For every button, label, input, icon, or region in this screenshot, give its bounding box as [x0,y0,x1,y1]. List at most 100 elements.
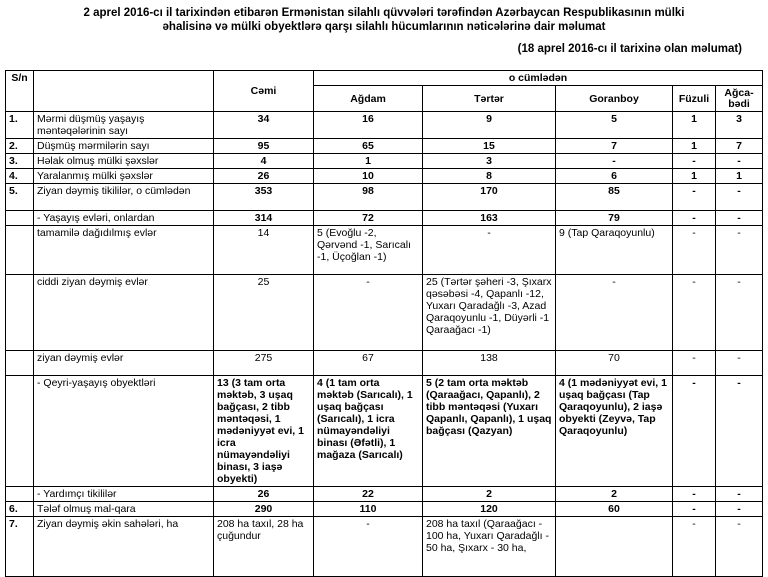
table-row: 1. Mərmi düşmüş yaşayış məntəqələrinin sa… [5,111,764,139]
row-label: - Yardımçı tikililər [33,486,214,502]
table-row: tamamilə dağıdılmış evlər 14 5 (Evoğlu -2,… [5,225,764,275]
cell: - [714,210,764,226]
row-label: Düşmüş mərmilərin sayı [33,138,214,154]
cell: 7 [714,138,764,154]
header-cell [33,70,214,112]
cell: 98 [313,183,423,211]
cell: 25 (Tərtər şəheri -3, Şıxarx qəsəbəsi -4… [422,274,556,351]
header-cell: o cümlədən [312,70,764,86]
cell: 110 [313,501,423,517]
row-label: - Qeyri-yaşayış obyektləri [33,375,214,487]
cell: - [714,153,764,169]
row-number: 2. [5,138,34,154]
cell: 85 [555,183,673,211]
cell: - [714,274,764,351]
cell [555,516,673,577]
cell: 8 [422,168,556,184]
cell: - [672,375,716,487]
table-row: 6. Tələf olmuş mal-qara 290 110 120 60- - [5,501,764,517]
table-row: - Yardımçı tikililər 26 22 2 2- - [5,486,764,502]
header-cell: Goranboy [555,85,673,112]
row-number [5,225,34,275]
cell: - [672,274,716,351]
cell: 290 [213,501,314,517]
cell: 10 [313,168,423,184]
cell: 6 [555,168,673,184]
row-number: 5. [5,183,34,211]
table-row: ziyan dəymiş evlər 275 67 138 70- - [5,350,764,376]
cell: 1 [672,168,716,184]
row-label: Ziyan dəymiş əkin sahələri, ha [33,516,214,577]
cell: 16 [313,111,423,139]
cell: - [313,274,423,351]
cell: - [555,274,673,351]
cell: 95 [213,138,314,154]
cell: 70 [555,350,673,376]
table-row: 3. Həlak olmuş mülki şəxslər 4 1 3- - - [5,153,764,169]
cell: 72 [313,210,423,226]
row-number: 4. [5,168,34,184]
cell: 22 [313,486,423,502]
cell: 1 [714,168,764,184]
row-label: ziyan dəymiş evlər [33,350,214,376]
row-label: ciddi ziyan dəymiş evlər [33,274,214,351]
cell: 65 [313,138,423,154]
cell: 1 [672,138,716,154]
cell: - [672,516,716,577]
table-row: 4. Yaralanmış mülki şəxslər 26 10 8 6 1 1 [5,168,764,184]
cell: - [422,225,556,275]
row-number: 3. [5,153,34,169]
row-number: 7. [5,516,34,577]
cell: 4 (1 mədəniyyət evi, 1 uşaq bağçası (Tap… [555,375,673,487]
cell: 275 [213,350,314,376]
title: 2 aprel 2016-cı il tarixindən etibarən E… [83,7,685,33]
header-cell: Ağdam [313,85,423,112]
cell: 60 [555,501,673,517]
row-label: Mərmi düşmüş yaşayış məntəqələrinin sayı [33,111,214,139]
cell: 34 [213,111,314,139]
table-row: 7. Ziyan dəymiş əkin sahələri, ha 208 ha t… [5,516,764,577]
cell: 9 [422,111,556,139]
row-number [5,486,34,502]
cell: 15 [422,138,556,154]
header-cell: Ağca-bədi [714,85,764,112]
cell: 4 [213,153,314,169]
cell: - [313,516,423,577]
table-row: 2. Düşmüş mərmilərin sayı 95 65 15 7 1 7 [5,138,764,154]
cell: 5 [555,111,673,139]
cell: - [714,486,764,502]
cell: 353 [213,183,314,211]
header-cell: S/n [5,70,34,112]
cell: - [672,501,716,517]
cell: - [714,350,764,376]
row-number: 1. [5,111,34,139]
header-cell: Tərtər [422,85,556,112]
cell: 3 [714,111,764,139]
cell: 4 (1 tam orta məktəb (Sarıcalı), 1 uşaq … [313,375,423,487]
cell: 7 [555,138,673,154]
row-label: Yaralanmış mülki şəxslər [33,168,214,184]
cell: 13 (3 tam orta məktəb, 3 uşaq bağçası, 2… [213,375,314,487]
row-label: tamamilə dağıdılmış evlər [33,225,214,275]
cell: - [714,225,764,275]
row-label: - Yaşayış evləri, onlardan [33,210,214,226]
cell: 120 [422,501,556,517]
row-number [5,274,34,351]
cell: 208 ha taxıl (Qaraağacı - 100 ha, Yuxarı… [422,516,556,577]
cell: - [714,183,764,211]
cell: 163 [422,210,556,226]
header-cell: Cəmi [213,70,314,112]
cell: 2 [422,486,556,502]
cell: 9 (Tap Qaraqoyunlu) [555,225,673,275]
cell: - [672,183,716,211]
row-label: Tələf olmuş mal-qara [33,501,214,517]
cell: 3 [422,153,556,169]
cell: 314 [213,210,314,226]
data-table: S/n Cəmi o cümlədən Ağdam Tərtər Goranboy F… [5,70,764,577]
cell: - [672,153,716,169]
row-number [5,210,34,226]
cell: 25 [213,274,314,351]
table-row: ciddi ziyan dəymiş evlər 25-25 (Tərtər şə… [5,274,764,351]
cell: 26 [213,168,314,184]
subtitle: (18 aprel 2016-cı il tarixinə olan məlum… [517,43,742,55]
